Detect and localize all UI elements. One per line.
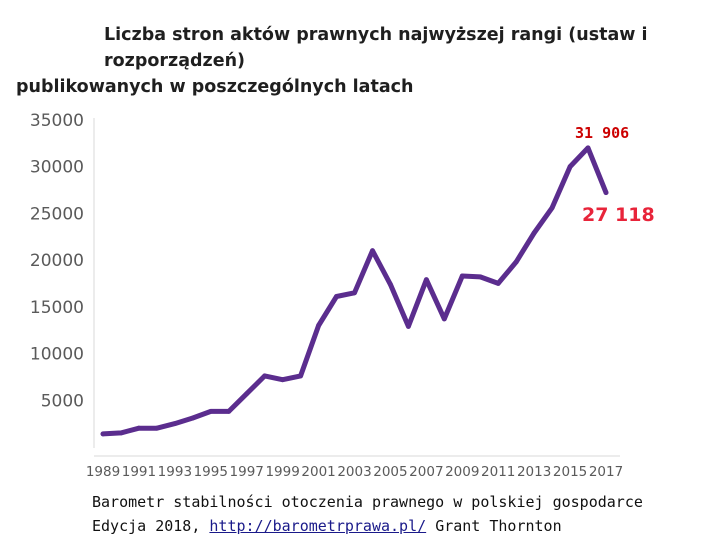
- source-caption: Barometr stabilności otoczenia prawnego …: [92, 490, 712, 538]
- x-tick-label: 2017: [589, 464, 623, 480]
- x-tick-label: 1991: [122, 464, 156, 480]
- x-tick-label: 1999: [265, 464, 299, 480]
- source-link[interactable]: http://barometrprawa.pl/: [209, 517, 427, 535]
- annotation-peak-value: 31 906: [575, 124, 629, 142]
- y-tick-label: 20000: [30, 251, 84, 271]
- data-point: [531, 230, 537, 236]
- data-point: [298, 373, 303, 379]
- series-layer: [100, 145, 609, 437]
- annotation-last-value: 27 118: [582, 204, 655, 226]
- data-point: [477, 274, 483, 280]
- data-point: [262, 373, 268, 379]
- x-tick-label: 2009: [445, 464, 479, 480]
- x-tick-labels: 1989 1991 1993 1995 1997 1999 2001 2003 2005 2007…: [86, 464, 623, 480]
- data-point: [585, 145, 591, 151]
- data-point: [370, 248, 375, 254]
- chart-title-line2: publikowanych w poszczególnych latach: [16, 77, 414, 97]
- x-tick-label: 1989: [86, 464, 120, 480]
- y-tick-labels: 5000 10000 15000 20000 25000 30000 35000: [30, 111, 84, 411]
- y-tick-label: 35000: [30, 111, 84, 131]
- data-point: [424, 277, 429, 283]
- data-point: [118, 430, 124, 436]
- data-point: [567, 164, 573, 170]
- data-point: [154, 425, 160, 431]
- data-point: [334, 294, 339, 299]
- data-point: [495, 281, 501, 286]
- caption-line2: Edycja 2018, http://barometrprawa.pl/ Gr…: [92, 514, 712, 538]
- caption-line1: Barometr stabilności otoczenia prawnego …: [92, 493, 643, 511]
- data-point: [172, 421, 178, 426]
- caption-author: Grant Thornton: [435, 517, 562, 535]
- x-tick-label: 2007: [409, 464, 443, 480]
- data-point: [459, 273, 465, 279]
- data-point: [280, 377, 285, 383]
- data-point: [513, 259, 519, 265]
- data-point: [208, 409, 214, 414]
- y-tick-label: 10000: [30, 345, 84, 365]
- x-tick-label: 2003: [337, 464, 371, 480]
- data-point: [244, 391, 250, 397]
- y-tick-label: 5000: [41, 391, 84, 411]
- caption-edition: Edycja 2018,: [92, 517, 201, 535]
- data-point: [100, 431, 106, 437]
- data-point: [226, 409, 232, 414]
- x-tick-label: 1995: [194, 464, 228, 480]
- x-tick-label: 2001: [301, 464, 335, 480]
- data-point: [136, 425, 142, 431]
- x-tick-label: 2005: [373, 464, 407, 480]
- data-point: [441, 316, 447, 322]
- data-point: [603, 190, 609, 196]
- chart-title-line1: Liczba stron aktów prawnych najwyższej r…: [104, 25, 648, 71]
- x-tick-label: 1997: [230, 464, 264, 480]
- data-point: [316, 323, 321, 328]
- data-point: [549, 205, 555, 211]
- chart-title: Liczba stron aktów prawnych najwyższej r…: [12, 22, 712, 100]
- y-tick-label: 15000: [30, 298, 84, 318]
- y-tick-label: 30000: [30, 158, 84, 178]
- x-tick-label: 2011: [481, 464, 515, 480]
- x-tick-label: 2013: [517, 464, 551, 480]
- data-point: [352, 290, 357, 296]
- x-tick-label: 2015: [553, 464, 587, 480]
- data-point: [406, 324, 411, 329]
- y-tick-label: 25000: [30, 204, 84, 224]
- x-tick-label: 1993: [158, 464, 192, 480]
- data-point: [388, 282, 393, 287]
- data-point: [190, 415, 196, 421]
